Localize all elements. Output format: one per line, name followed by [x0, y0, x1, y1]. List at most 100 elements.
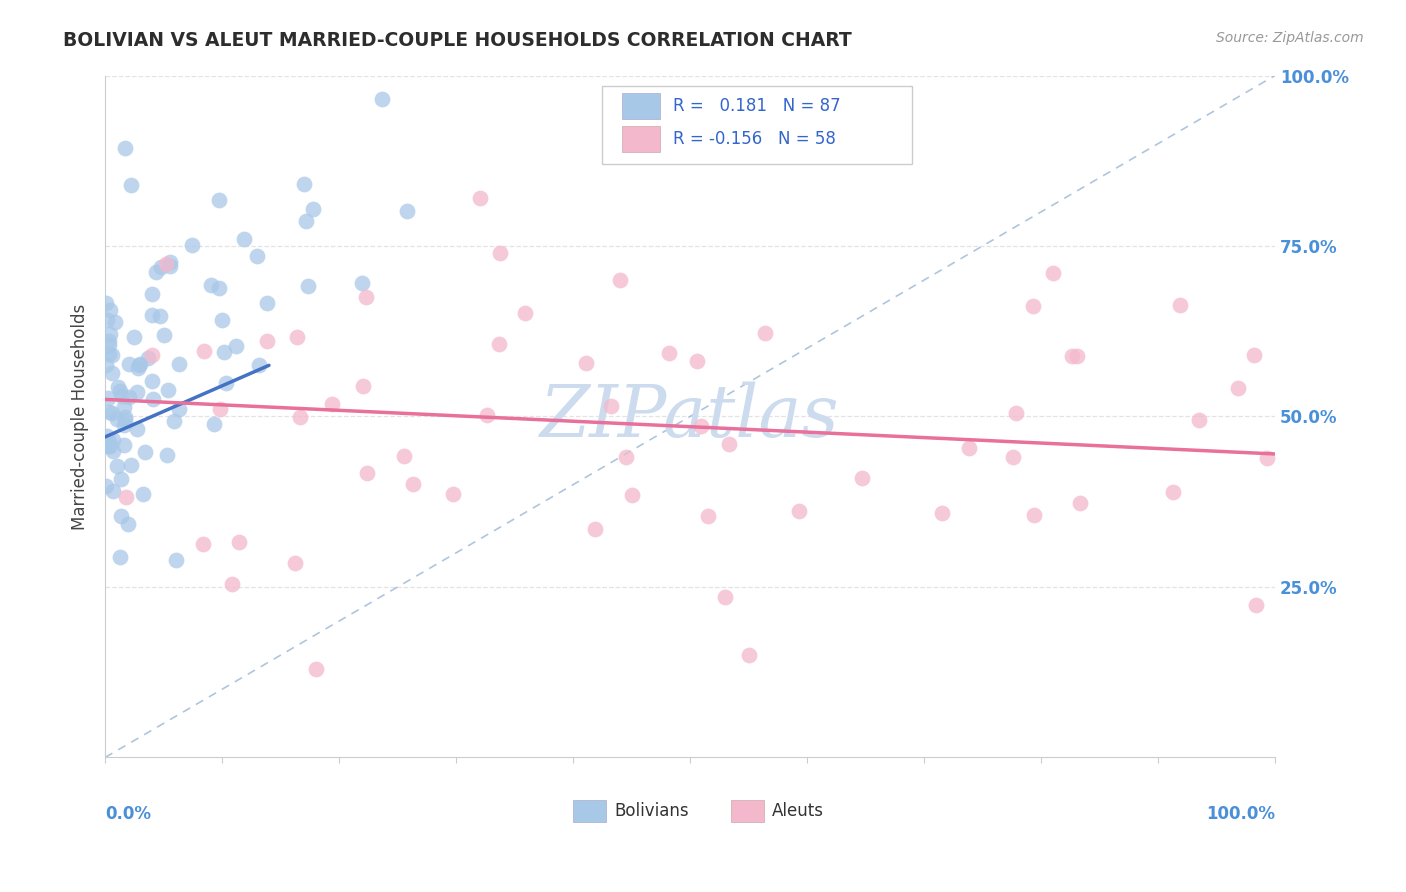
Point: [249, 358, 271, 372]
Point: [717, 437, 740, 451]
Point: [1168, 298, 1191, 312]
Point: [1161, 485, 1184, 500]
Point: [110, 472, 132, 486]
Point: [105, 459, 128, 474]
Point: [97, 347, 120, 361]
Point: [233, 232, 256, 246]
Point: [141, 286, 163, 301]
Point: [114, 141, 136, 155]
Point: [1042, 266, 1064, 280]
Point: [118, 390, 141, 404]
Point: [211, 312, 233, 326]
Text: Aleuts: Aleuts: [772, 802, 824, 821]
Point: [98, 405, 121, 419]
Point: [96, 479, 118, 493]
Point: [658, 346, 681, 360]
Point: [287, 330, 309, 344]
Point: [145, 265, 167, 279]
Point: [305, 662, 328, 676]
Point: [122, 329, 145, 343]
Point: [110, 509, 132, 524]
Point: [225, 339, 247, 353]
Point: [149, 309, 172, 323]
Point: [111, 389, 134, 403]
Text: R =   0.181   N = 87: R = 0.181 N = 87: [672, 96, 841, 115]
Point: [1002, 450, 1025, 464]
Point: [104, 315, 127, 329]
Point: [101, 483, 124, 498]
Point: [221, 577, 243, 591]
FancyBboxPatch shape: [623, 127, 659, 153]
Text: ZIPatlas: ZIPatlas: [540, 381, 839, 451]
Point: [136, 351, 159, 366]
Point: [1246, 598, 1268, 612]
Point: [787, 504, 810, 518]
Point: [1069, 496, 1091, 510]
Point: [441, 487, 464, 501]
Point: [371, 92, 394, 106]
Point: [118, 357, 141, 371]
Point: [394, 449, 416, 463]
Point: [155, 257, 177, 271]
Point: [292, 177, 315, 191]
Point: [402, 476, 425, 491]
Point: [1256, 450, 1278, 465]
Point: [1062, 350, 1084, 364]
Point: [621, 488, 644, 502]
Point: [212, 344, 235, 359]
Point: [117, 517, 139, 532]
Point: [150, 260, 173, 275]
Point: [191, 536, 214, 550]
Point: [1188, 412, 1211, 426]
Point: [575, 356, 598, 370]
FancyBboxPatch shape: [574, 800, 606, 822]
Text: BOLIVIAN VS ALEUT MARRIED-COUPLE HOUSEHOLDS CORRELATION CHART: BOLIVIAN VS ALEUT MARRIED-COUPLE HOUSEHO…: [63, 31, 852, 50]
Point: [1243, 348, 1265, 362]
Point: [156, 448, 179, 462]
Point: [112, 437, 135, 451]
Point: [101, 366, 124, 380]
Point: [713, 590, 735, 604]
Point: [297, 279, 319, 293]
Point: [475, 408, 498, 422]
Point: [127, 360, 149, 375]
Point: [98, 327, 121, 342]
Point: [112, 417, 135, 432]
Point: [200, 278, 222, 293]
Point: [127, 421, 149, 435]
Text: R = -0.156   N = 58: R = -0.156 N = 58: [672, 130, 835, 148]
Point: [959, 441, 981, 455]
Point: [120, 458, 142, 473]
Point: [686, 354, 709, 368]
Point: [167, 401, 190, 416]
Point: [115, 491, 138, 505]
Point: [599, 399, 621, 413]
Point: [128, 358, 150, 372]
Point: [129, 357, 152, 371]
Point: [754, 326, 776, 341]
Point: [208, 281, 231, 295]
Y-axis label: Married-couple Households: Married-couple Households: [72, 303, 89, 530]
Point: [208, 401, 231, 416]
Point: [96, 438, 118, 452]
Point: [107, 412, 129, 426]
Point: [616, 450, 638, 464]
Point: [108, 549, 131, 564]
Point: [132, 486, 155, 500]
Point: [114, 409, 136, 424]
Point: [488, 336, 510, 351]
Point: [134, 444, 156, 458]
Point: [125, 384, 148, 399]
Point: [468, 191, 491, 205]
FancyBboxPatch shape: [623, 94, 659, 120]
Point: [214, 376, 236, 390]
Point: [208, 193, 231, 207]
Point: [107, 380, 129, 394]
Text: 0.0%: 0.0%: [105, 805, 152, 823]
Point: [96, 296, 118, 310]
Point: [737, 648, 759, 662]
Point: [101, 443, 124, 458]
Point: [96, 358, 118, 372]
Point: [142, 392, 165, 406]
Point: [609, 273, 631, 287]
